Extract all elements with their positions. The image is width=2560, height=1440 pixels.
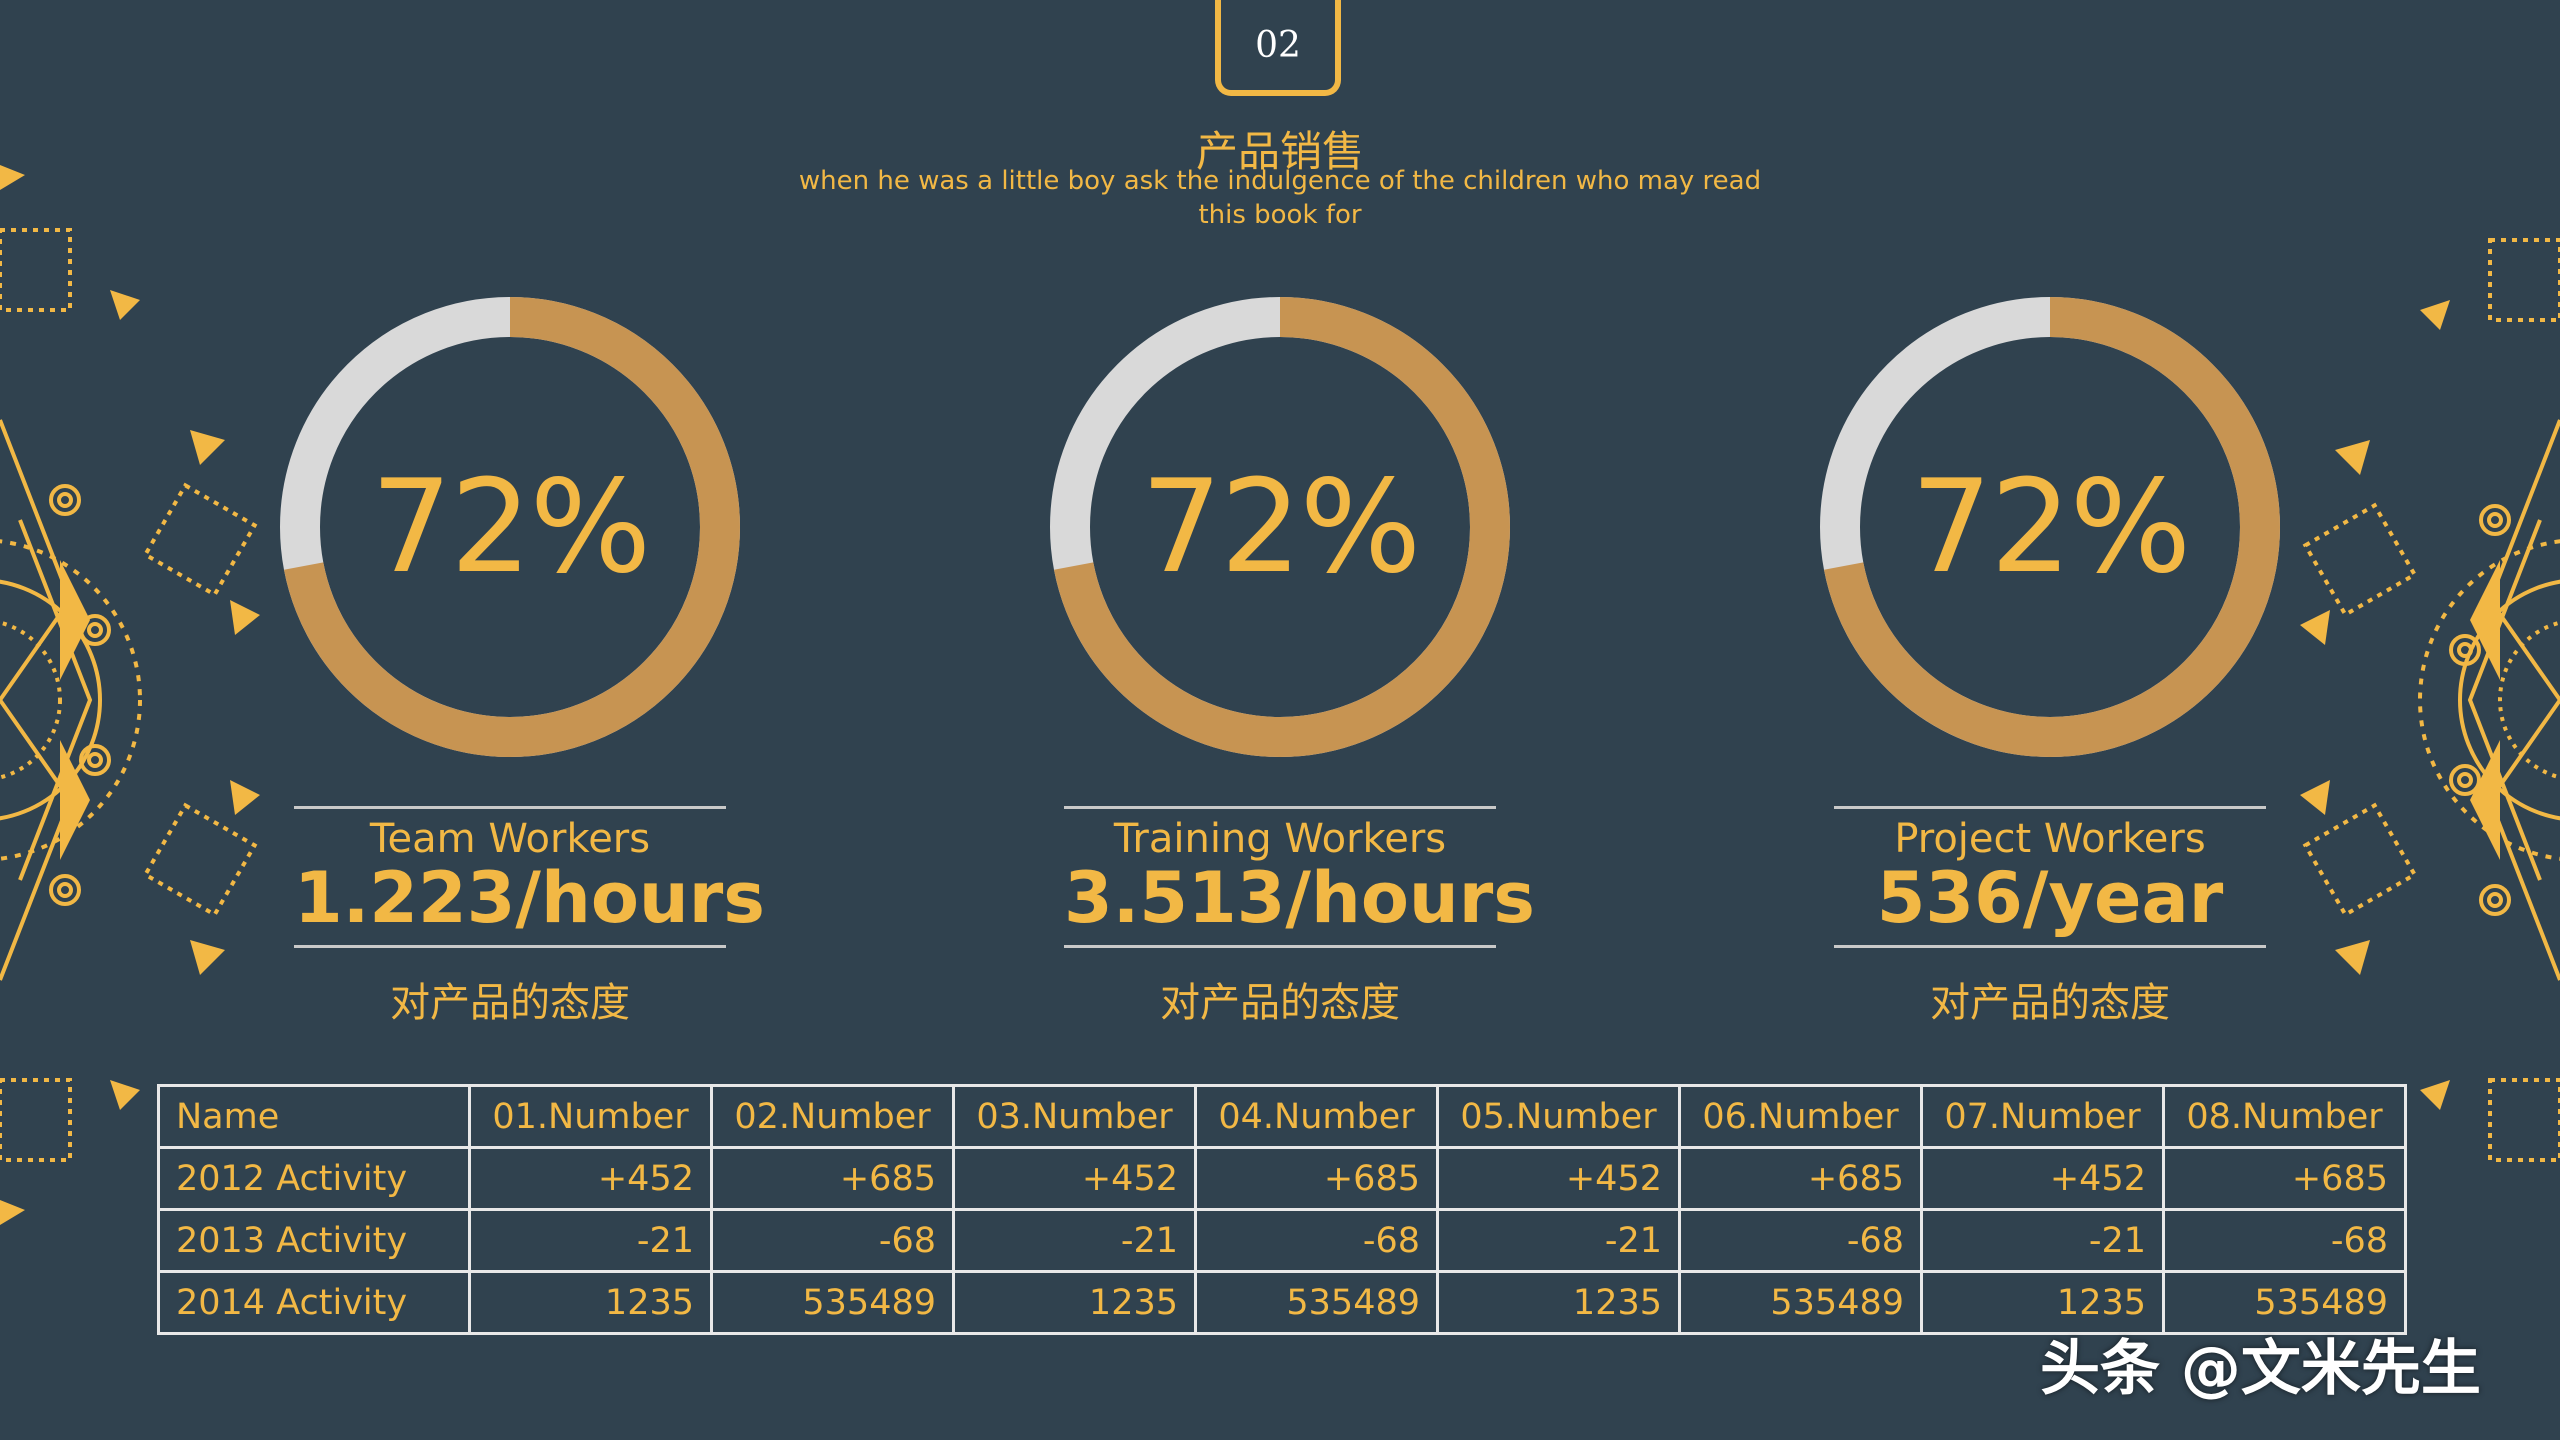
mandala-decoration-left: [0, 165, 260, 1225]
header-cell: 02.Number: [710, 1084, 955, 1149]
table-cell: -21: [468, 1208, 713, 1273]
row-name-cell: 2014 Activity: [157, 1270, 471, 1335]
row-name-cell: 2013 Activity: [157, 1208, 471, 1273]
table-header-row: Name 01.Number 02.Number 03.Number 04.Nu…: [157, 1084, 2407, 1149]
table-cell: 535489: [2162, 1270, 2407, 1335]
table-row: 2014 Activity 1235 535489 1235 535489 12…: [157, 1270, 2407, 1335]
progress-ring-training-workers: 72%: [1047, 294, 1513, 760]
table-cell: +452: [1436, 1146, 1681, 1211]
stat-note: 对产品的态度: [1930, 980, 2170, 1026]
divider: [1064, 945, 1496, 948]
stat-value: 536/year: [1876, 857, 2224, 939]
stat-team-workers: Team Workers 1.223/hours 对产品的态度: [294, 806, 765, 1028]
stat-label: Team Workers: [369, 816, 651, 862]
table-cell: +685: [2162, 1146, 2407, 1211]
activity-table: Name 01.Number 02.Number 03.Number 04.Nu…: [157, 1084, 2407, 1335]
stat-label: Project Workers: [1894, 816, 2206, 862]
header-cell: 04.Number: [1194, 1084, 1439, 1149]
stat-note: 对产品的态度: [390, 980, 630, 1026]
divider: [294, 945, 726, 948]
divider: [1064, 806, 1496, 809]
table-cell: 535489: [1678, 1270, 1923, 1335]
table-cell: 1235: [1436, 1270, 1681, 1335]
stat-note: 对产品的态度: [1160, 980, 1400, 1026]
table-cell: -21: [1920, 1208, 2165, 1273]
mandala-decoration-right: [2300, 238, 2560, 1162]
progress-ring-team-workers: 72%: [277, 294, 743, 760]
table-cell: 1235: [952, 1270, 1197, 1335]
table-cell: +452: [952, 1146, 1197, 1211]
table-cell: +685: [710, 1146, 955, 1211]
divider: [294, 806, 726, 809]
table-cell: -68: [2162, 1208, 2407, 1273]
table-cell: -68: [1194, 1208, 1439, 1273]
ring-graphic: [1050, 297, 1510, 757]
ring-percent: 72%: [1140, 452, 1422, 602]
divider: [1834, 945, 2266, 948]
header-cell: 08.Number: [2162, 1084, 2407, 1149]
table-row: 2012 Activity +452 +685 +452 +685 +452 +…: [157, 1146, 2407, 1211]
ring-graphic: [280, 297, 740, 757]
progress-ring-project-workers: 72%: [1817, 294, 2283, 760]
page-subtitle: when he was a little boy ask the indulge…: [798, 166, 1762, 230]
table-cell: 1235: [468, 1270, 713, 1335]
page-number-badge: 02: [1215, 0, 1341, 96]
table-cell: +685: [1678, 1146, 1923, 1211]
ring-percent: 72%: [1910, 452, 2192, 602]
ring-fill: [1050, 297, 1510, 757]
ring-fill: [1820, 297, 2280, 757]
table-cell: +452: [468, 1146, 713, 1211]
header-cell: 03.Number: [952, 1084, 1197, 1149]
table-cell: -68: [710, 1208, 955, 1273]
table-cell: 535489: [710, 1270, 955, 1335]
table-cell: 1235: [1920, 1270, 2165, 1335]
table-cell: +452: [1920, 1146, 2165, 1211]
table-cell: +685: [1194, 1146, 1439, 1211]
table-cell: 535489: [1194, 1270, 1439, 1335]
stat-label: Training Workers: [1113, 816, 1447, 862]
header-cell: 07.Number: [1920, 1084, 2165, 1149]
header-cell: 05.Number: [1436, 1084, 1681, 1149]
watermark-text: 头条 @文米先生: [2040, 1334, 2481, 1404]
ring-percent: 72%: [370, 452, 652, 602]
table-cell: -21: [952, 1208, 1197, 1273]
stat-value: 3.513/hours: [1064, 857, 1535, 939]
header-cell: 06.Number: [1678, 1084, 1923, 1149]
divider: [1834, 806, 2266, 809]
table-row: 2013 Activity -21 -68 -21 -68 -21 -68 -2…: [157, 1208, 2407, 1273]
stat-project-workers: Project Workers 536/year 对产品的态度: [1834, 806, 2266, 1028]
header-cell: 01.Number: [468, 1084, 713, 1149]
ring-graphic: [1820, 297, 2280, 757]
stat-value: 1.223/hours: [294, 857, 765, 939]
row-name-cell: 2012 Activity: [157, 1146, 471, 1211]
page-title: 产品销售: [1195, 127, 1364, 176]
table-cell: -21: [1436, 1208, 1681, 1273]
header-cell: Name: [157, 1084, 471, 1149]
table-cell: -68: [1678, 1208, 1923, 1273]
stat-training-workers: Training Workers 3.513/hours 对产品的态度: [1064, 806, 1535, 1028]
ring-fill: [280, 297, 740, 757]
